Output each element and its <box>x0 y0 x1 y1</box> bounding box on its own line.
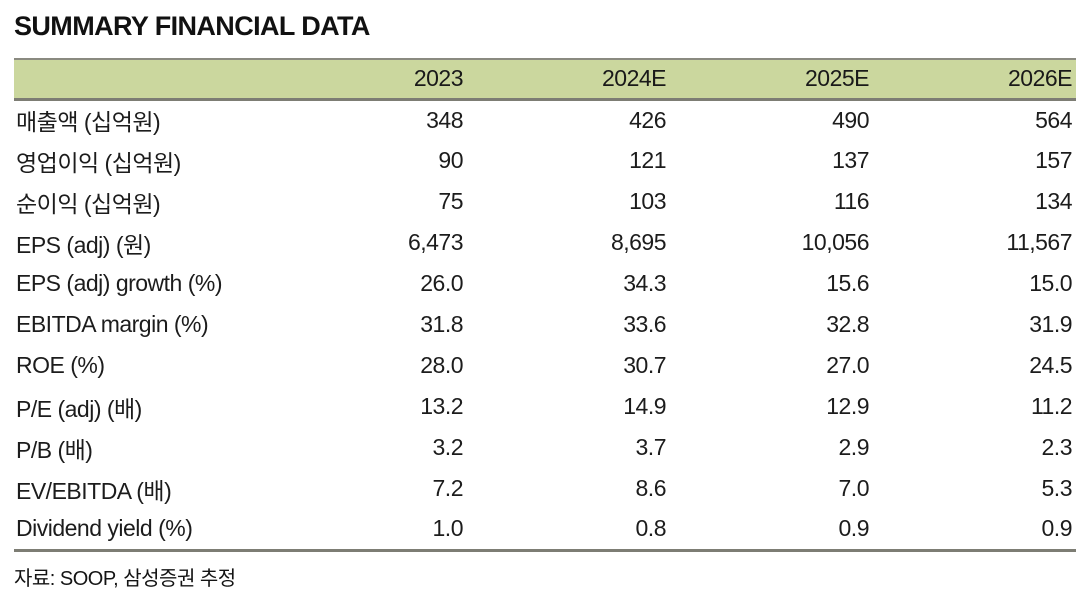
row-value: 2.9 <box>838 434 870 460</box>
row-value: 6,473 <box>407 229 464 255</box>
row-value: 11,567 <box>1006 229 1072 255</box>
table-row: 매출액 (십억원) 348 426 490 564 <box>14 99 1076 140</box>
row-value: 31.8 <box>420 311 463 337</box>
financial-summary-table: 2023 2024E 2025E 2026E 매출액 (십억원) 348 426 49… <box>14 58 1076 552</box>
row-value: 103 <box>629 188 666 214</box>
row-value: 0.9 <box>1041 515 1073 542</box>
row-value: 134 <box>1035 188 1072 214</box>
column-header-2024e: 2024E <box>601 65 667 92</box>
table-row: EPS (adj) (원) 6,473 8,695 10,056 11,567 <box>14 222 1076 263</box>
column-header-blank <box>14 59 264 99</box>
row-value: 0.8 <box>635 515 667 542</box>
row-value: 27.0 <box>826 352 869 378</box>
page-title: SUMMARY FINANCIAL DATA <box>14 11 370 41</box>
row-value: 426 <box>629 106 666 133</box>
row-label: ROE (%) <box>16 352 105 378</box>
row-label: EV/EBITDA (배) <box>16 477 172 504</box>
row-value: 30.7 <box>623 352 666 378</box>
row-value: 1.0 <box>432 515 464 542</box>
column-header-2023: 2023 <box>413 65 464 92</box>
row-value: 15.6 <box>826 270 869 296</box>
row-label: 영업이익 (십억원) <box>16 149 181 176</box>
row-value: 564 <box>1035 106 1072 133</box>
table-header: 2023 2024E 2025E 2026E <box>14 59 1076 99</box>
row-label: Dividend yield (%) <box>16 515 193 542</box>
row-value: 3.2 <box>432 434 464 460</box>
row-label: EPS (adj) (원) <box>16 231 151 258</box>
row-value: 7.0 <box>838 475 870 501</box>
row-value: 90 <box>438 147 463 173</box>
row-value: 3.7 <box>635 434 667 460</box>
table-row: EV/EBITDA (배) 7.2 8.6 7.0 5.3 <box>14 468 1076 509</box>
row-value: 12.9 <box>826 393 869 419</box>
source-note: 자료: SOOP, 삼성증권 추정 <box>14 567 236 590</box>
row-value: 11.2 <box>1030 393 1073 419</box>
row-label: 순이익 (십억원) <box>16 190 161 217</box>
row-value: 31.9 <box>1029 311 1072 337</box>
row-value: 0.9 <box>838 515 870 542</box>
row-value: 5.3 <box>1041 475 1073 501</box>
row-value: 7.2 <box>432 475 464 501</box>
row-value: 75 <box>438 188 463 214</box>
row-value: 490 <box>832 106 869 133</box>
row-value: 8,695 <box>610 229 667 255</box>
row-value: 32.8 <box>826 311 869 337</box>
table-row: 영업이익 (십억원) 90 121 137 157 <box>14 140 1076 181</box>
row-label: 매출액 (십억원) <box>16 109 161 136</box>
table-row: ROE (%) 28.0 30.7 27.0 24.5 <box>14 345 1076 386</box>
row-label: P/E (adj) (배) <box>16 395 142 422</box>
row-value: 28.0 <box>420 352 463 378</box>
row-label: EBITDA margin (%) <box>16 311 209 337</box>
table-header-row: 2023 2024E 2025E 2026E <box>14 59 1076 99</box>
row-value: 8.6 <box>635 475 667 501</box>
row-value: 15.0 <box>1029 270 1072 296</box>
column-header-2026e: 2026E <box>1007 65 1073 92</box>
row-value: 24.5 <box>1029 352 1072 378</box>
row-value: 2.3 <box>1041 434 1073 460</box>
column-header-2025e: 2025E <box>804 65 870 92</box>
table-row: P/B (배) 3.2 3.7 2.9 2.3 <box>14 427 1076 468</box>
table-row: P/E (adj) (배) 13.2 14.9 12.9 11.2 <box>14 386 1076 427</box>
table-row: Dividend yield (%) 1.0 0.8 0.9 0.9 <box>14 509 1076 550</box>
table-body: 매출액 (십억원) 348 426 490 564 영업이익 (십억원) 90 121 137 1… <box>14 99 1076 550</box>
row-value: 33.6 <box>623 311 666 337</box>
row-value: 26.0 <box>420 270 463 296</box>
row-label: EPS (adj) growth (%) <box>16 270 223 296</box>
row-value: 10,056 <box>801 229 870 255</box>
row-value: 13.2 <box>420 393 463 419</box>
row-label: P/B (배) <box>16 436 93 463</box>
row-value: 14.9 <box>623 393 666 419</box>
row-value: 137 <box>832 147 869 173</box>
row-value: 34.3 <box>623 270 666 296</box>
table-row: EPS (adj) growth (%) 26.0 34.3 15.6 15.0 <box>14 263 1076 304</box>
row-value: 157 <box>1035 147 1072 173</box>
table-row: 순이익 (십억원) 75 103 116 134 <box>14 181 1076 222</box>
row-value: 121 <box>629 147 666 173</box>
table-row: EBITDA margin (%) 31.8 33.6 32.8 31.9 <box>14 304 1076 345</box>
row-value: 116 <box>833 188 870 214</box>
row-value: 348 <box>426 106 463 133</box>
